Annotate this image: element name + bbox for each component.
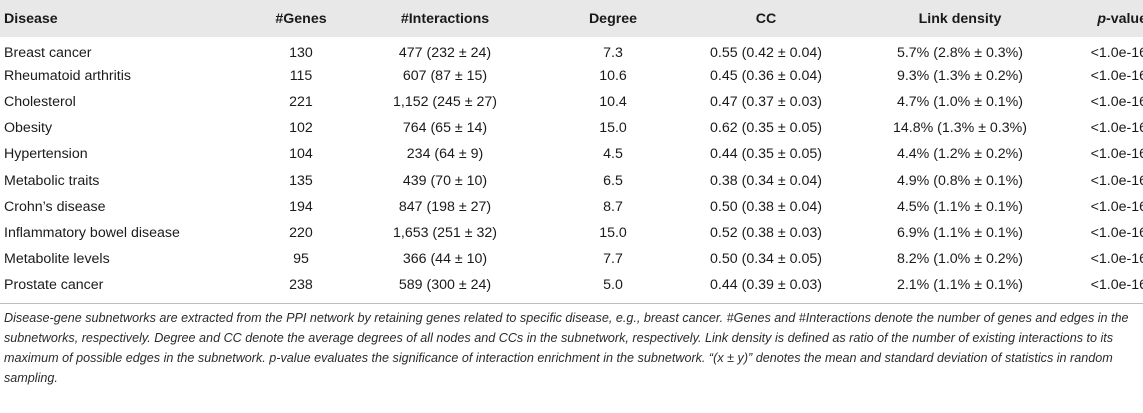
- cell-link-density: 4.4% (1.2% ± 0.2%): [896, 146, 1024, 163]
- table-bottom-rule: [0, 302, 1143, 304]
- cell-interactions: 234 (64 ± 9): [406, 146, 484, 163]
- cell-interactions: 607 (87 ± 15): [402, 68, 488, 85]
- cell-genes: 135: [289, 172, 313, 189]
- table-header: Disease #Genes #Interactions Degree CC L…: [0, 0, 1143, 37]
- cell-genes: 104: [289, 146, 313, 163]
- cell-cc: 0.44 (0.35 ± 0.05): [710, 146, 822, 163]
- cell-pvalue: <1.0e-16: [1090, 146, 1143, 163]
- cell-interactions: 1,653 (251 ± 32): [392, 224, 498, 241]
- header-row: Disease #Genes #Interactions Degree CC L…: [0, 0, 1143, 37]
- cell-interactions: 477 (232 ± 24): [398, 45, 492, 62]
- cell-cc: 0.47 (0.37 ± 0.03): [710, 94, 822, 111]
- cell-disease: Rheumatoid arthritis: [4, 68, 131, 85]
- cell-interactions: 589 (300 ± 24): [398, 276, 492, 293]
- table-row: Rheumatoid arthritis 115 607 (87 ± 15) 10.6…: [0, 63, 1143, 89]
- cell-disease: Prostate cancer: [4, 276, 104, 293]
- cell-pvalue: <1.0e-16: [1090, 224, 1143, 241]
- cell-cc: 0.45 (0.36 ± 0.04): [710, 68, 822, 85]
- cell-cc: 0.38 (0.34 ± 0.04): [710, 172, 822, 189]
- cell-genes: 220: [289, 224, 313, 241]
- cell-degree: 10.4: [599, 94, 627, 111]
- table-row: Crohn’s disease 194 847 (198 ± 27) 8.7 0.50 …: [0, 194, 1143, 220]
- cell-pvalue: <1.0e-16: [1090, 68, 1143, 85]
- cell-cc: 0.62 (0.35 ± 0.05): [710, 120, 822, 137]
- cell-link-density: 5.7% (2.8% ± 0.3%): [896, 45, 1024, 62]
- header-genes: #Genes: [275, 10, 327, 27]
- cell-degree: 15.0: [599, 224, 627, 241]
- table-row: Obesity 102 764 (65 ± 14) 15.0 0.62 (0.35 ± …: [0, 115, 1143, 141]
- table-row: Breast cancer 130 477 (232 ± 24) 7.3 0.55 (0…: [0, 37, 1143, 63]
- cell-link-density: 14.8% (1.3% ± 0.3%): [893, 120, 1027, 137]
- cell-link-density: 4.7% (1.0% ± 0.1%): [896, 94, 1024, 111]
- cell-cc: 0.50 (0.34 ± 0.05): [710, 250, 822, 267]
- cell-degree: 8.7: [603, 198, 623, 215]
- cell-disease: Metabolic traits: [4, 172, 100, 189]
- cell-link-density: 9.3% (1.3% ± 0.2%): [896, 68, 1024, 85]
- cell-disease: Obesity: [4, 120, 53, 137]
- header-degree: Degree: [588, 10, 638, 27]
- cell-degree: 6.5: [603, 172, 623, 189]
- cell-disease: Hypertension: [4, 146, 88, 163]
- cell-link-density: 2.1% (1.1% ± 0.1%): [896, 276, 1024, 293]
- cell-cc: 0.52 (0.38 ± 0.03): [710, 224, 822, 241]
- cell-genes: 194: [289, 198, 313, 215]
- cell-interactions: 1,152 (245 ± 27): [392, 94, 498, 111]
- cell-disease: Breast cancer: [4, 45, 92, 62]
- cell-interactions: 366 (44 ± 10): [402, 250, 488, 267]
- cell-pvalue: <1.0e-16: [1090, 198, 1143, 215]
- cell-link-density: 6.9% (1.1% ± 0.1%): [896, 224, 1024, 241]
- cell-interactions: 439 (70 ± 10): [402, 172, 488, 189]
- cell-genes: 130: [289, 45, 313, 62]
- cell-link-density: 8.2% (1.0% ± 0.2%): [896, 250, 1024, 267]
- cell-degree: 4.5: [603, 146, 623, 163]
- header-link-density: Link density: [918, 10, 1002, 27]
- cell-disease: Metabolite levels: [4, 250, 110, 267]
- table-row: Inflammatory bowel disease 220 1,653 (251 …: [0, 220, 1143, 246]
- cell-degree: 7.3: [603, 45, 623, 62]
- cell-genes: 115: [289, 68, 313, 85]
- cell-degree: 7.7: [603, 250, 623, 267]
- cell-degree: 15.0: [599, 120, 627, 137]
- cell-cc: 0.55 (0.42 ± 0.04): [710, 45, 822, 62]
- header-cc: CC: [755, 10, 777, 27]
- header-pvalue-suffix: -value: [1105, 10, 1143, 27]
- cell-degree: 5.0: [603, 276, 623, 293]
- table-row: Prostate cancer 238 589 (300 ± 24) 5.0 0.44 …: [0, 272, 1143, 298]
- cell-genes: 102: [289, 120, 313, 137]
- cell-pvalue: <1.0e-16: [1090, 94, 1143, 111]
- disease-subnetwork-table: Disease #Genes #Interactions Degree CC L…: [0, 0, 1143, 298]
- cell-link-density: 4.9% (0.8% ± 0.1%): [896, 172, 1024, 189]
- cell-disease: Cholesterol: [4, 94, 76, 111]
- cell-genes: 95: [293, 250, 309, 267]
- cell-interactions: 847 (198 ± 27): [398, 198, 492, 215]
- cell-pvalue: <1.0e-16: [1090, 276, 1143, 293]
- cell-disease: Crohn’s disease: [4, 198, 106, 215]
- cell-pvalue: <1.0e-16: [1090, 172, 1143, 189]
- disease-subnetwork-table-container: Disease #Genes #Interactions Degree CC L…: [0, 0, 1143, 385]
- table-row: Cholesterol 221 1,152 (245 ± 27) 10.4 0.47 (…: [0, 89, 1143, 115]
- cell-degree: 10.6: [599, 68, 627, 85]
- table-body: Breast cancer 130 477 (232 ± 24) 7.3 0.55 (0…: [0, 37, 1143, 298]
- cell-genes: 221: [289, 94, 313, 111]
- table-footnote: Disease-gene subnetworks are extracted f…: [4, 310, 1129, 385]
- cell-link-density: 4.5% (1.1% ± 0.1%): [896, 198, 1024, 215]
- table-row: Hypertension 104 234 (64 ± 9) 4.5 0.44 (0.35…: [0, 141, 1143, 167]
- table-row: Metabolite levels 95 366 (44 ± 10) 7.7 0.50 …: [0, 246, 1143, 272]
- header-disease: Disease: [4, 10, 58, 27]
- cell-cc: 0.44 (0.39 ± 0.03): [710, 276, 822, 293]
- cell-pvalue: <1.0e-16: [1090, 250, 1143, 267]
- cell-genes: 238: [289, 276, 313, 293]
- cell-interactions: 764 (65 ± 14): [402, 120, 488, 137]
- cell-disease: Inflammatory bowel disease: [4, 224, 180, 241]
- header-pvalue-prefix: p: [1097, 10, 1106, 27]
- table-row: Metabolic traits 135 439 (70 ± 10) 6.5 0.38 …: [0, 167, 1143, 193]
- cell-pvalue: <1.0e-16: [1090, 120, 1143, 137]
- cell-cc: 0.50 (0.38 ± 0.04): [710, 198, 822, 215]
- cell-pvalue: <1.0e-16: [1090, 45, 1143, 62]
- header-pvalue: p-value: [1060, 0, 1143, 37]
- header-interactions: #Interactions: [400, 10, 490, 27]
